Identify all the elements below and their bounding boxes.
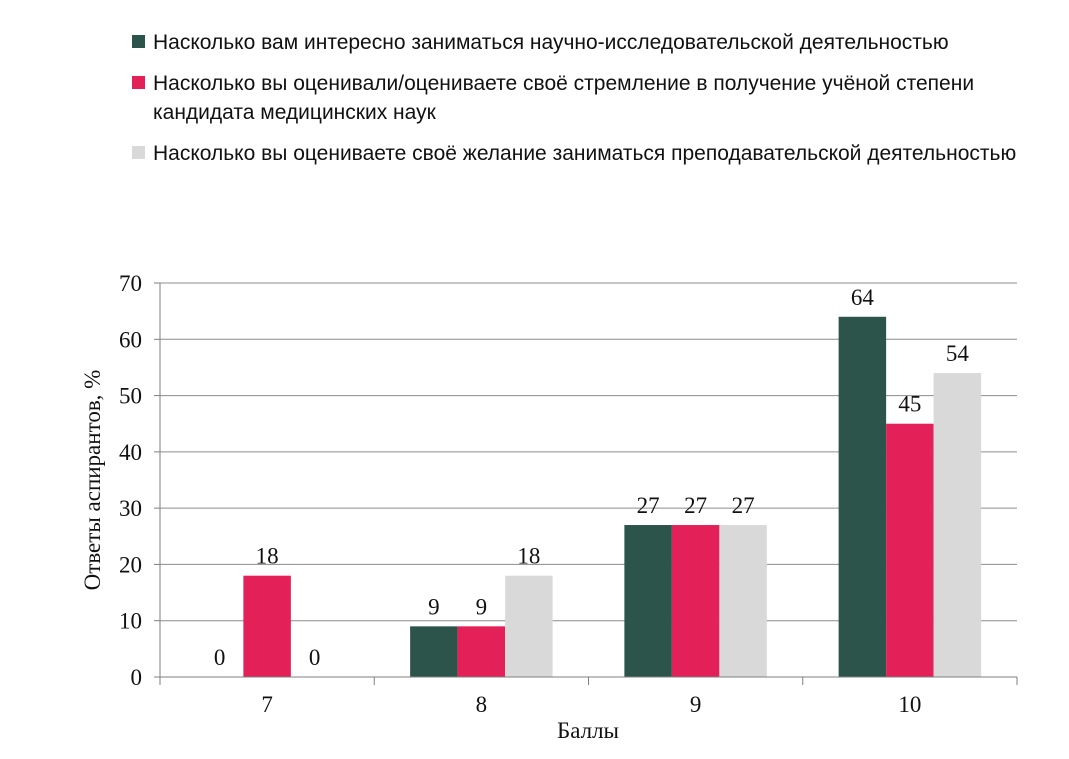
bar xyxy=(410,626,458,677)
legend-item-series-1: Насколько вам интересно заниматься научн… xyxy=(132,28,1032,57)
y-tick-label: 10 xyxy=(119,609,142,634)
data-label: 64 xyxy=(851,285,875,310)
bars xyxy=(243,316,982,677)
legend-swatch-series-1 xyxy=(132,35,145,48)
bar xyxy=(838,316,887,677)
y-tick-label: 50 xyxy=(119,384,142,409)
y-tick-label: 70 xyxy=(119,271,142,296)
data-label: 54 xyxy=(946,341,970,366)
data-label: 45 xyxy=(898,392,921,417)
legend-item-series-2: Насколько вы оценивали/оцениваете своё с… xyxy=(132,69,1032,127)
data-labels: 0 9 27 64 18 9 27 45 0 18 27 54 xyxy=(214,285,970,670)
legend-item-series-3: Насколько вы оцениваете своё желание зан… xyxy=(132,139,1032,168)
chart-legend: Насколько вам интересно заниматься научн… xyxy=(132,28,1032,180)
y-tick-label: 20 xyxy=(119,552,142,577)
legend-label-series-1: Насколько вам интересно заниматься научн… xyxy=(153,31,949,54)
bar xyxy=(457,626,506,677)
data-label: 27 xyxy=(684,493,707,518)
legend-label-series-3: Насколько вы оцениваете своё желание зан… xyxy=(153,142,1017,165)
axes: 0 10 20 30 40 50 60 70 7 8 9 10 xyxy=(119,271,1018,717)
bar xyxy=(933,373,982,677)
legend-swatch-series-2 xyxy=(132,76,145,89)
y-tick-label: 60 xyxy=(119,327,142,352)
data-label: 27 xyxy=(637,493,660,518)
data-label: 9 xyxy=(476,594,488,619)
x-tick-label: 9 xyxy=(690,692,702,717)
x-tick-label: 7 xyxy=(261,692,273,717)
data-label: 18 xyxy=(517,544,540,569)
data-label: 18 xyxy=(256,544,279,569)
bar xyxy=(505,575,553,677)
data-label: 9 xyxy=(428,594,440,619)
y-axis-title: Ответы аспирантов, % xyxy=(80,370,105,591)
data-label: 0 xyxy=(214,645,226,670)
y-tick-label: 0 xyxy=(131,665,143,690)
legend-label-series-2: Насколько вы оценивали/оцениваете своё с… xyxy=(153,72,975,124)
bar xyxy=(719,525,767,677)
bar xyxy=(886,423,934,677)
y-tick-label: 40 xyxy=(119,440,142,465)
x-tick-label: 10 xyxy=(898,692,921,717)
x-tick-label: 8 xyxy=(476,692,488,717)
bar xyxy=(624,525,672,677)
y-tick-label: 30 xyxy=(119,496,142,521)
data-label: 27 xyxy=(732,493,755,518)
x-axis-title: Баллы xyxy=(557,718,619,743)
bar xyxy=(243,575,291,677)
data-label: 0 xyxy=(309,645,321,670)
legend-swatch-series-3 xyxy=(132,146,145,159)
bar xyxy=(671,525,720,677)
